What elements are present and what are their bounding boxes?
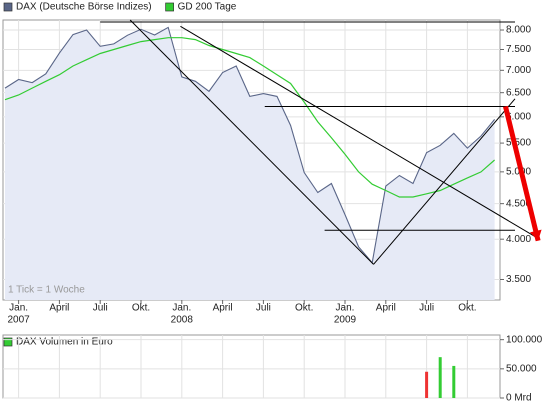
y-tick-label: 8.000 bbox=[506, 25, 531, 36]
y-tick-label: 5.000 bbox=[506, 166, 531, 177]
y-tick-label: 0 Mrd bbox=[506, 393, 532, 404]
trend-line bbox=[129, 19, 374, 265]
forecast-arrow bbox=[503, 105, 541, 242]
x-tick-label: Jan. bbox=[9, 303, 28, 314]
legend-label: GD 200 Tage bbox=[178, 2, 237, 13]
volume-panel bbox=[2, 334, 501, 399]
x-year-label: 2008 bbox=[171, 315, 194, 326]
y-tick-label: 6.500 bbox=[506, 87, 531, 98]
legend-swatch bbox=[3, 337, 13, 347]
x-tick-label: April bbox=[376, 303, 396, 314]
y-tick-label: 4.500 bbox=[506, 198, 531, 209]
x-year-label: 2009 bbox=[334, 315, 357, 326]
x-tick-label: Juli bbox=[419, 303, 434, 314]
volume-bar bbox=[425, 371, 429, 398]
x-tick-label: Jan. bbox=[336, 303, 355, 314]
price-area bbox=[5, 27, 495, 301]
x-tick-label: April bbox=[213, 303, 233, 314]
legend-swatch bbox=[165, 2, 174, 12]
y-tick-label: 7.500 bbox=[506, 44, 531, 55]
trend-line bbox=[180, 25, 540, 240]
y-tick-label: 3.500 bbox=[506, 274, 531, 285]
annotation: 1 Tick = 1 Woche bbox=[8, 285, 85, 296]
series-line bbox=[4, 26, 496, 264]
x-tick-label: Juli bbox=[256, 303, 271, 314]
legend-label: DAX Volumen in Euro bbox=[16, 337, 113, 348]
volume-bar bbox=[452, 365, 456, 398]
series-line bbox=[4, 37, 495, 198]
legend-label: DAX (Deutsche Börse Indizes) bbox=[16, 2, 152, 13]
y-tick-label: 50.000 bbox=[506, 363, 537, 374]
y-tick-label: 6.000 bbox=[506, 111, 531, 122]
x-year-label: 2007 bbox=[7, 315, 30, 326]
x-tick-label: Jan. bbox=[172, 303, 191, 314]
y-tick-label: 7.000 bbox=[506, 65, 531, 76]
y-tick-label: 5.500 bbox=[506, 138, 531, 149]
volume-bar bbox=[438, 357, 442, 398]
arrow-head bbox=[529, 229, 542, 241]
x-tick-label: Okt. bbox=[458, 303, 476, 314]
x-tick-label: Okt. bbox=[132, 303, 150, 314]
trend-line bbox=[373, 98, 516, 265]
x-tick-label: Okt. bbox=[295, 303, 313, 314]
y-tick-label: 4.000 bbox=[506, 234, 531, 245]
x-tick-label: Juli bbox=[93, 303, 108, 314]
legend-swatch bbox=[3, 2, 13, 12]
y-tick-label: 100.000 bbox=[506, 334, 543, 345]
x-tick-label: April bbox=[49, 303, 69, 314]
